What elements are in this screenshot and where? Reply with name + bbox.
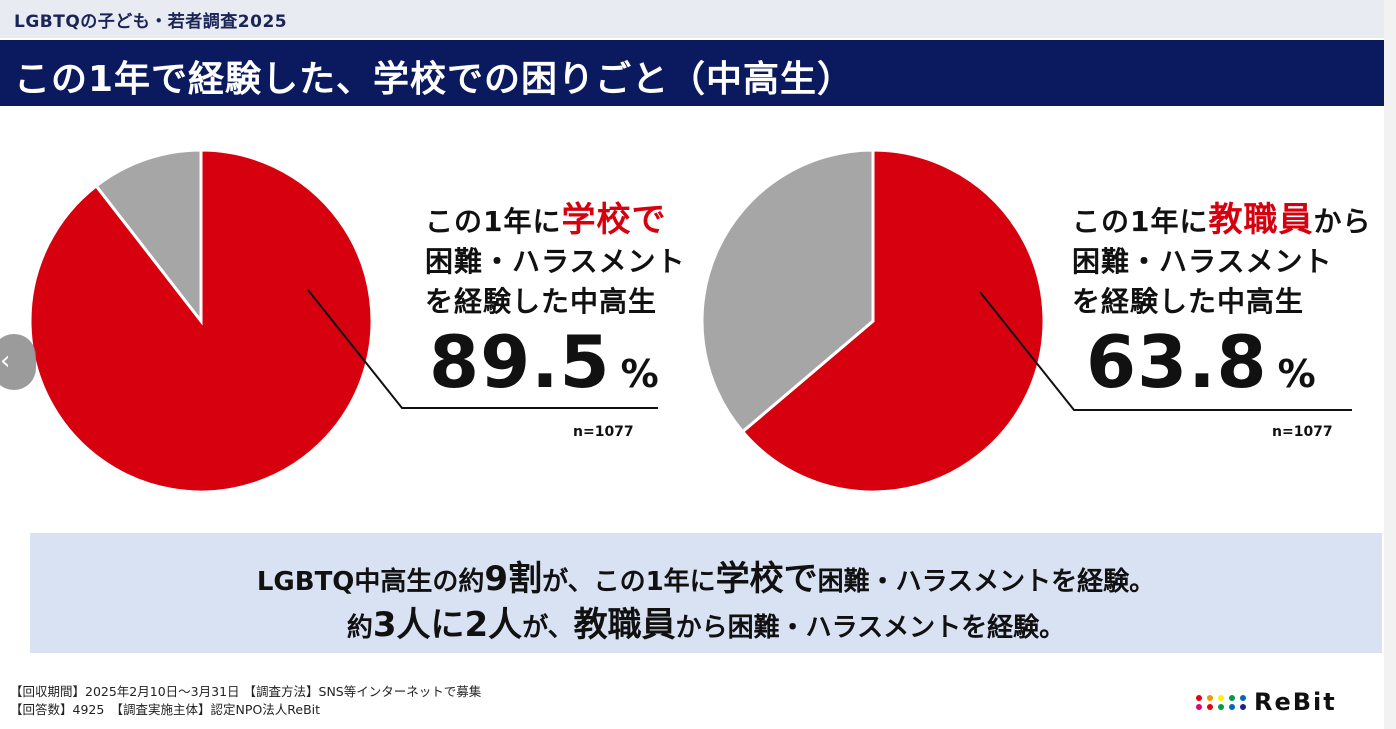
survey-bar: LGBTQの子ども・若者調査2025 [0, 0, 1384, 38]
summary-l1-b: 9割 [484, 559, 543, 599]
pie-chart-school [28, 148, 374, 494]
right-edge [1384, 0, 1396, 729]
chevron-left-icon[interactable]: ‹ [0, 346, 11, 376]
header: この1年で経験した、学校での困りごと（中高生） [0, 40, 1384, 106]
stat-staff-value-line: 63.8% [1086, 322, 1372, 402]
stat-staff-unit: % [1277, 352, 1317, 396]
rebit-logo: ReBit [1196, 688, 1337, 716]
pie-school-slice-1 [94, 148, 203, 326]
summary-box: LGBTQ中高生の約9割が、この1年に学校で困難・ハラスメントを経験。 約3人に… [30, 533, 1382, 653]
logo-dots-icon [1196, 694, 1246, 710]
logo-dot [1207, 703, 1213, 710]
stat-school-unit: % [620, 352, 660, 396]
logo-dot [1218, 703, 1224, 710]
stat-school-line2: 困難・ハラスメント [425, 245, 686, 278]
footer-line-2: 【回答数】4925 【調査実施主体】認定NPO法人ReBit [10, 702, 321, 717]
stat-staff-line2: 困難・ハラスメント [1072, 245, 1333, 278]
logo-text: ReBit [1254, 688, 1337, 716]
stat-staff-highlight: 教職員 [1208, 200, 1314, 240]
summary-l1-a: LGBTQ中高生の約 [256, 567, 485, 597]
stat-staff-pre: この1年に [1072, 205, 1209, 238]
page-title: この1年で経験した、学校での困りごと（中高生） [14, 59, 855, 100]
logo-dot [1196, 694, 1202, 701]
summary-l2-d: 教職員 [573, 605, 676, 645]
stat-school-line1: この1年に学校で [425, 200, 685, 242]
summary-l2-e: から困難・ハラスメントを経験。 [675, 613, 1066, 643]
summary-l1-d: 学校で [715, 559, 818, 599]
summary-l2-c: が、 [522, 613, 574, 643]
stat-school-highlight: 学校で [561, 200, 667, 240]
summary-line-1: LGBTQ中高生の約9割が、この1年に学校で困難・ハラスメントを経験。 [30, 551, 1382, 600]
stat-school-pre: この1年に [425, 205, 562, 238]
summary-l1-e: 困難・ハラスメントを経験。 [817, 567, 1156, 597]
sample-size-1: n=1077 [573, 424, 634, 440]
logo-dot [1196, 703, 1202, 710]
logo-dot [1218, 694, 1224, 701]
summary-l2-a: 約 [346, 613, 373, 643]
pie-chart-staff [700, 148, 1046, 494]
stat-staff-value: 63.8 [1086, 320, 1268, 404]
stat-school-value: 89.5 [429, 320, 611, 404]
footer-notes: 【回収期間】2025年2月10日～3月31日 【調査方法】SNS等インターネット… [10, 683, 481, 719]
stat-school: この1年に学校で 困難・ハラスメント を経験した中高生 89.5% [425, 200, 685, 402]
stat-staff-line3: を経験した中高生 [1072, 285, 1305, 318]
logo-dot [1229, 694, 1235, 701]
logo-dot [1240, 694, 1246, 701]
stat-staff-post: から [1313, 205, 1372, 238]
footer-line-1: 【回収期間】2025年2月10日～3月31日 【調査方法】SNS等インターネット… [10, 684, 482, 699]
summary-l1-c: が、この1年に [542, 567, 716, 597]
logo-dot [1240, 703, 1246, 710]
stat-staff: この1年に教職員から 困難・ハラスメント を経験した中高生 63.8% [1072, 200, 1372, 402]
stat-staff-line1: この1年に教職員から [1072, 200, 1372, 242]
survey-label: LGBTQの子ども・若者調査2025 [14, 12, 288, 32]
logo-dot [1207, 694, 1213, 701]
summary-l2-b: 3人に2人 [372, 605, 523, 645]
logo-dot [1229, 703, 1235, 710]
prev-slide-button[interactable] [0, 334, 36, 390]
stat-school-value-line: 89.5% [429, 322, 685, 402]
summary-line-2: 約3人に2人が、教職員から困難・ハラスメントを経験。 [30, 597, 1382, 646]
sample-size-2: n=1077 [1272, 424, 1333, 440]
stat-school-line3: を経験した中高生 [425, 285, 658, 318]
pie-staff-slice-1 [700, 148, 875, 434]
